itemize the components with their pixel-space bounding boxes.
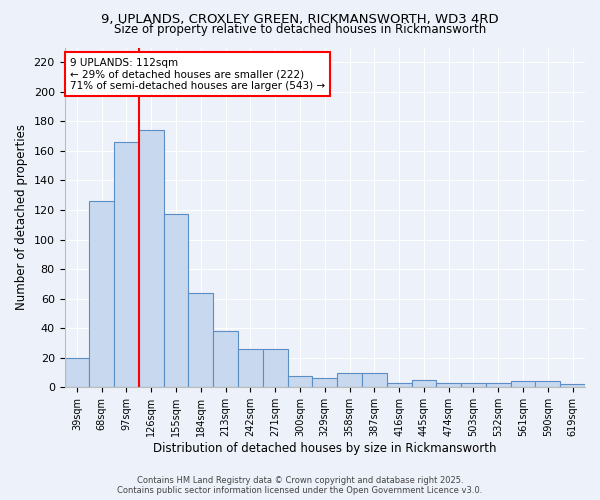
Bar (213, 331, 238, 388)
Bar (89, 201, 114, 388)
Bar (263, 349, 287, 388)
Bar (387, 383, 412, 388)
Text: 9 UPLANDS: 112sqm
← 29% of detached houses are smaller (222)
71% of semi-detache: 9 UPLANDS: 112sqm ← 29% of detached hous… (70, 58, 325, 91)
Y-axis label: Number of detached properties: Number of detached properties (15, 124, 28, 310)
Bar (412, 380, 436, 388)
Bar (139, 130, 164, 388)
Bar (486, 383, 511, 388)
Bar (511, 382, 535, 388)
Bar (287, 376, 313, 388)
Bar (436, 383, 461, 388)
Bar (337, 372, 362, 388)
Bar (362, 372, 387, 388)
Text: Contains HM Land Registry data © Crown copyright and database right 2025.
Contai: Contains HM Land Registry data © Crown c… (118, 476, 482, 495)
Bar (164, 214, 188, 388)
Bar (535, 382, 560, 388)
X-axis label: Distribution of detached houses by size in Rickmansworth: Distribution of detached houses by size … (153, 442, 497, 455)
Bar (114, 142, 139, 388)
Bar (188, 293, 213, 388)
Bar (238, 349, 263, 388)
Bar (65, 358, 89, 388)
Text: Size of property relative to detached houses in Rickmansworth: Size of property relative to detached ho… (114, 22, 486, 36)
Text: 9, UPLANDS, CROXLEY GREEN, RICKMANSWORTH, WD3 4RD: 9, UPLANDS, CROXLEY GREEN, RICKMANSWORTH… (101, 12, 499, 26)
Bar (461, 383, 486, 388)
Bar (560, 384, 585, 388)
Bar (313, 378, 337, 388)
